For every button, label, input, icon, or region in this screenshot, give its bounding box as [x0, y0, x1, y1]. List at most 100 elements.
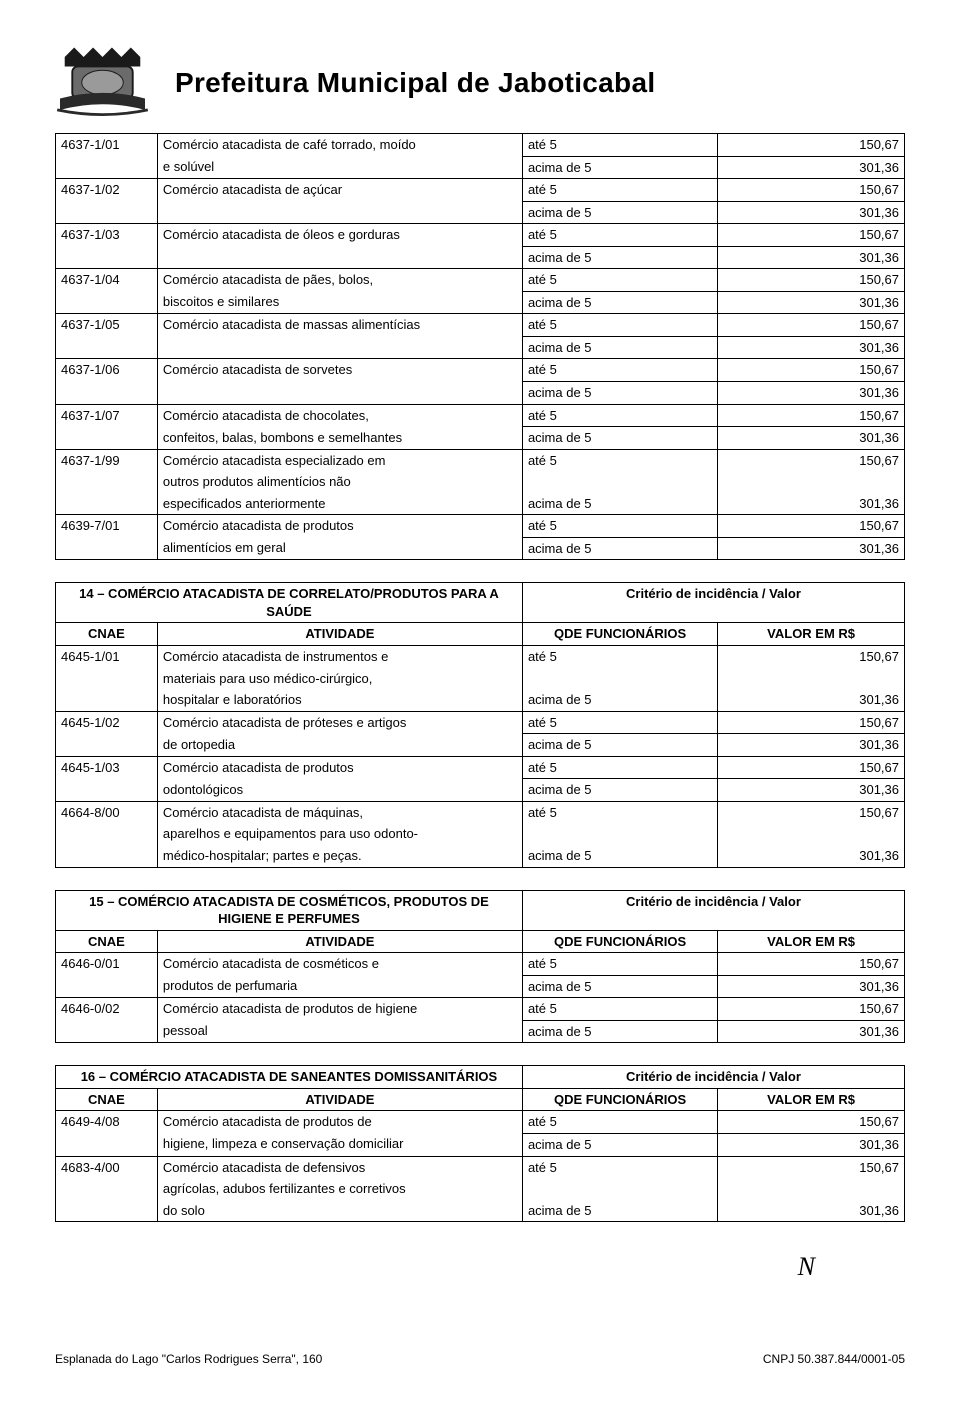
- page-header: Prefeitura Municipal de Jaboticabal: [55, 40, 905, 125]
- cell-atividade: Comércio atacadista de máquinas,: [157, 801, 522, 823]
- cell-qde: acima de 5: [522, 537, 717, 560]
- cell-atividade: hospitalar e laboratórios: [157, 689, 522, 711]
- cell-valor: 301,36: [718, 845, 905, 867]
- cell-cnae: 4637-1/01: [56, 134, 158, 179]
- cell-atividade: higiene, limpeza e conservação domicilia…: [157, 1133, 522, 1156]
- cell-qde: acima de 5: [522, 689, 717, 711]
- cell-valor: 150,67: [718, 404, 905, 427]
- cell-qde: até 5: [522, 998, 717, 1021]
- table-row: acima de 5301,36: [56, 336, 905, 359]
- cell-cnae: 4683-4/00: [56, 1156, 158, 1222]
- table-row: de ortopediaacima de 5301,36: [56, 734, 905, 757]
- table-row: 4637-1/02Comércio atacadista de açúcarat…: [56, 179, 905, 202]
- section14-table: 14 – COMÉRCIO ATACADISTA DE CORRELATO/PR…: [55, 582, 905, 867]
- section15-header: 15 – COMÉRCIO ATACADISTA DE COSMÉTICOS, …: [56, 890, 905, 930]
- section16-title-right: Critério de incidência / Valor: [522, 1066, 904, 1089]
- cell-atividade: materiais para uso médico-cirúrgico,: [157, 668, 522, 690]
- cell-atividade: Comércio atacadista especializado em: [157, 449, 522, 471]
- col-valor: VALOR EM R$: [718, 930, 905, 953]
- cell-valor: 150,67: [718, 646, 905, 690]
- cell-atividade: Comércio atacadista de café torrado, moí…: [157, 134, 522, 157]
- table-row: alimentícios em geralacima de 5301,36: [56, 537, 905, 560]
- cell-valor: 150,67: [718, 801, 905, 845]
- cell-qde: até 5: [522, 359, 717, 382]
- cell-atividade: aparelhos e equipamentos para uso odonto…: [157, 823, 522, 845]
- cell-valor: 150,67: [718, 449, 905, 493]
- col-qde: QDE FUNCIONÁRIOS: [522, 623, 717, 646]
- section14-title-left: 14 – COMÉRCIO ATACADISTA DE CORRELATO/PR…: [56, 583, 523, 623]
- cell-atividade: produtos de perfumaria: [157, 975, 522, 998]
- cell-cnae: 4637-1/02: [56, 179, 158, 224]
- cell-valor: 301,36: [718, 1020, 905, 1043]
- cell-atividade: Comércio atacadista de produtos: [157, 756, 522, 779]
- cell-qde: até 5: [522, 404, 717, 427]
- col-valor: VALOR EM R$: [718, 623, 905, 646]
- table-row: médico-hospitalar; partes e peças.acima …: [56, 845, 905, 867]
- table-row: 4646-0/01Comércio atacadista de cosmétic…: [56, 953, 905, 976]
- cell-atividade: Comércio atacadista de pães, bolos,: [157, 269, 522, 292]
- cell-atividade: Comércio atacadista de óleos e gorduras: [157, 224, 522, 247]
- cell-valor: 301,36: [718, 382, 905, 405]
- table-row: 4637-1/99Comércio atacadista especializa…: [56, 449, 905, 471]
- cell-qde: acima de 5: [522, 201, 717, 224]
- cell-qde: até 5: [522, 179, 717, 202]
- cell-atividade: Comércio atacadista de instrumentos e: [157, 646, 522, 668]
- cell-qde: até 5: [522, 515, 717, 538]
- section16-table: 16 – COMÉRCIO ATACADISTA DE SANEANTES DO…: [55, 1065, 905, 1222]
- cell-cnae: 4637-1/07: [56, 404, 158, 449]
- cell-cnae: 4637-1/03: [56, 224, 158, 269]
- cell-qde: acima de 5: [522, 291, 717, 314]
- cell-valor: 301,36: [718, 537, 905, 560]
- table-row: 4637-1/01Comércio atacadista de café tor…: [56, 134, 905, 157]
- cell-qde: acima de 5: [522, 779, 717, 802]
- cell-valor: 150,67: [718, 224, 905, 247]
- cell-qde: acima de 5: [522, 382, 717, 405]
- table-row: 4645-1/03Comércio atacadista de produtos…: [56, 756, 905, 779]
- cell-valor: 150,67: [718, 314, 905, 337]
- cell-qde: até 5: [522, 711, 717, 734]
- cell-qde: acima de 5: [522, 156, 717, 179]
- cell-qde: até 5: [522, 646, 717, 690]
- table-row: hospitalar e laboratóriosacima de 5301,3…: [56, 689, 905, 711]
- cell-atividade: Comércio atacadista de defensivos: [157, 1156, 522, 1178]
- table-row: 4645-1/01Comércio atacadista de instrume…: [56, 646, 905, 668]
- col-qde: QDE FUNCIONÁRIOS: [522, 930, 717, 953]
- footer-cnpj: CNPJ 50.387.844/0001-05: [763, 1352, 905, 1366]
- section15-col-headers: CNAE ATIVIDADE QDE FUNCIONÁRIOS VALOR EM…: [56, 930, 905, 953]
- cell-qde: acima de 5: [522, 734, 717, 757]
- section15-title-right: Critério de incidência / Valor: [522, 890, 904, 930]
- cell-qde: acima de 5: [522, 246, 717, 269]
- section14-title-right: Critério de incidência / Valor: [522, 583, 904, 623]
- table-row: pessoalacima de 5301,36: [56, 1020, 905, 1043]
- continuation-table: 4637-1/01Comércio atacadista de café tor…: [55, 133, 905, 560]
- cell-valor: 150,67: [718, 756, 905, 779]
- table-row: acima de 5301,36: [56, 246, 905, 269]
- cell-atividade: Comércio atacadista de sorvetes: [157, 359, 522, 382]
- cell-atividade: [157, 382, 522, 405]
- cell-qde: até 5: [522, 224, 717, 247]
- cell-atividade: confeitos, balas, bombons e semelhantes: [157, 427, 522, 450]
- cell-cnae: 4646-0/01: [56, 953, 158, 998]
- table-row: 4646-0/02Comércio atacadista de produtos…: [56, 998, 905, 1021]
- cell-atividade: Comércio atacadista de cosméticos e: [157, 953, 522, 976]
- table-row: 4637-1/07Comércio atacadista de chocolat…: [56, 404, 905, 427]
- cell-qde: acima de 5: [522, 1133, 717, 1156]
- cell-valor: 150,67: [718, 1111, 905, 1134]
- cell-cnae: 4645-1/01: [56, 646, 158, 712]
- cell-valor: 301,36: [718, 201, 905, 224]
- table-row: 4637-1/06Comércio atacadista de sorvetes…: [56, 359, 905, 382]
- signature-mark: N: [55, 1252, 905, 1282]
- cell-valor: 150,67: [718, 179, 905, 202]
- table-row: e solúvelacima de 5301,36: [56, 156, 905, 179]
- table-row: odontológicosacima de 5301,36: [56, 779, 905, 802]
- cell-atividade: do solo: [157, 1200, 522, 1222]
- cell-qde: acima de 5: [522, 493, 717, 515]
- cell-qde: acima de 5: [522, 1200, 717, 1222]
- col-qde: QDE FUNCIONÁRIOS: [522, 1088, 717, 1111]
- cell-qde: até 5: [522, 756, 717, 779]
- table-row: 4664-8/00Comércio atacadista de máquinas…: [56, 801, 905, 823]
- table-row: acima de 5301,36: [56, 201, 905, 224]
- cell-cnae: 4639-7/01: [56, 515, 158, 560]
- cell-valor: 301,36: [718, 779, 905, 802]
- cell-qde: até 5: [522, 801, 717, 845]
